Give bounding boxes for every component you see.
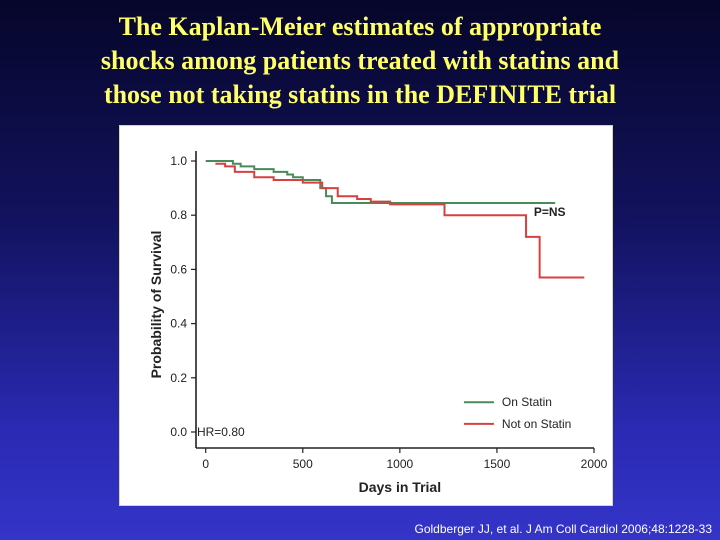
x-axis-ticks: 0 500 1000 1500 2000 [202,448,608,471]
slide-title: The Kaplan-Meier estimates of appropriat… [0,10,720,112]
p-value-annotation: P=NS [534,205,566,219]
y-tick-label: 1.0 [170,154,187,168]
chart-legend: On Statin Not on Statin [463,395,571,431]
x-tick-label: 2000 [581,457,608,471]
y-tick-label: 0.4 [170,317,187,331]
x-tick-label: 0 [202,457,209,471]
hazard-ratio-annotation: HR=0.80 [197,425,245,439]
series-lines [205,160,585,279]
slide-title-line-2: shocks among patients treated with stati… [100,46,620,75]
plot-axes [195,151,594,449]
y-tick-label: 0.2 [170,371,187,385]
x-tick-label: 1500 [484,457,511,471]
slide-title-line-3: those not taking statins in the DEFINITE… [103,80,617,109]
x-tick-label: 1000 [387,457,414,471]
slide-title-line-1: The Kaplan-Meier estimates of appropriat… [118,12,602,41]
y-axis-ticks: 0.0 0.2 0.4 0.6 0.8 1.0 [170,154,196,439]
x-axis-label: Days in Trial [359,479,441,495]
y-tick-label: 0.8 [170,208,187,222]
series-line-on-statin [205,160,556,205]
legend-label-not-on-statin: Not on Statin [502,417,571,431]
chart-figure: 0.0 0.2 0.4 0.6 0.8 1.0 0 500 1000 1500 2000 Prob… [119,125,613,506]
y-axis-label: Probability of Survival [148,231,164,379]
kaplan-meier-chart: 0.0 0.2 0.4 0.6 0.8 1.0 0 500 1000 1500 2000 Prob… [148,151,608,495]
y-tick-label: 0.0 [170,425,187,439]
legend-label-on-statin: On Statin [502,395,552,409]
series-line-not-on-statin [215,162,585,279]
citation: Goldberger JJ, et al. J Am Coll Cardiol … [414,522,713,536]
y-tick-label: 0.6 [170,262,187,276]
x-tick-label: 500 [293,457,313,471]
